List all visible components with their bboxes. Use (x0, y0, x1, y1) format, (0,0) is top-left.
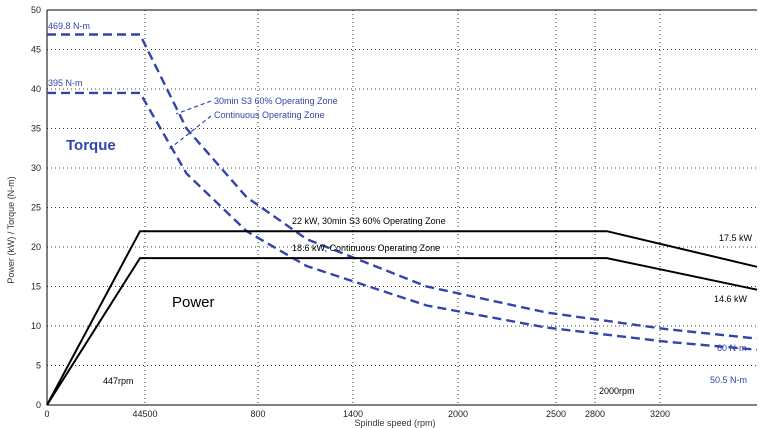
data-point (426, 305, 428, 307)
data-point (546, 327, 548, 329)
torque-label: Torque (66, 137, 116, 154)
y-tick-label: 35 (31, 124, 41, 134)
y-tick-label: 20 (31, 242, 41, 252)
annotation-torque-end-30min: 60 N-m (717, 343, 747, 353)
data-point (756, 289, 758, 291)
annotation-power-end-cont: 14.6 kW (714, 294, 748, 304)
annotation-arrow-cont (167, 115, 212, 151)
annotation-torque-max-30min: 469.8 N-m (48, 21, 90, 31)
data-point (139, 257, 141, 259)
x-tick-label: 0 (44, 409, 49, 419)
data-point (186, 128, 188, 130)
data-point (46, 34, 48, 36)
data-point (606, 257, 608, 259)
annotation-power-30min: 22 kW, 30min S3 60% Operating Zone (292, 216, 446, 226)
data-point (139, 34, 141, 36)
data-point (426, 286, 428, 288)
y-tick-label: 30 (31, 163, 41, 173)
annotation-torque-max-cont: 395 N-m (48, 78, 83, 88)
data-point (46, 404, 48, 406)
y-tick-label: 0 (36, 400, 41, 410)
annotation-max-speed: 2000rpm (599, 386, 635, 396)
data-point (306, 238, 308, 240)
annotation-zone-30min: 30min S3 60% Operating Zone (214, 96, 338, 106)
data-point (756, 266, 758, 268)
data-point (756, 338, 758, 340)
annotation-torque-end-cont: 50.5 N-m (710, 375, 747, 385)
series-line-torque-0 (47, 33, 758, 340)
data-point (606, 230, 608, 232)
y-tick-label: 15 (31, 282, 41, 292)
data-point (756, 349, 758, 351)
series-line-power-3 (46, 257, 758, 406)
series-line-torque-1 (47, 91, 758, 351)
x-tick-label: 800 (250, 409, 265, 419)
x-tick-label: 3200 (650, 409, 670, 419)
data-point (546, 312, 548, 314)
data-point (46, 92, 48, 94)
annotation-power-end-30min: 17.5 kW (719, 233, 753, 243)
y-axis-ticks: 0 5 10 15 20 25 30 35 40 45 50 (31, 5, 41, 410)
x-tick-label: 2500 (546, 409, 566, 419)
annotation-base-speed: 447rpm (103, 376, 134, 386)
data-point (306, 265, 308, 267)
y-tick-label: 5 (36, 361, 41, 371)
power-label: Power (172, 294, 215, 311)
y-tick-label: 25 (31, 203, 41, 213)
data-point (139, 92, 141, 94)
annotation-arrow-30min (175, 100, 212, 115)
data-point (139, 230, 141, 232)
x-tick-label: 2000 (448, 409, 468, 419)
series-line-power-2 (46, 230, 758, 406)
data-point (186, 173, 188, 175)
annotation-power-cont: 18.6 kW, Continuous Operating Zone (292, 243, 440, 253)
x-tick-label: 44500 (132, 409, 157, 419)
data-point (246, 196, 248, 198)
grid (46, 9, 757, 406)
y-tick-label: 40 (31, 84, 41, 94)
y-tick-label: 50 (31, 5, 41, 15)
x-tick-label: 2800 (585, 409, 605, 419)
data-point (666, 341, 668, 343)
annotation-zone-cont: Continuous Operating Zone (214, 110, 325, 120)
series-layer (46, 33, 758, 406)
data-point (666, 328, 668, 330)
y-tick-label: 45 (31, 45, 41, 55)
y-tick-label: 10 (31, 321, 41, 331)
x-tick-label: 1400 (343, 409, 363, 419)
x-axis-ticks: 0 44500 800 1400 2000 2500 2800 3200 (44, 409, 670, 419)
x-axis-title: Spindle speed (rpm) (354, 418, 435, 428)
y-axis-title: Power (kW) / Torque (N-m) (6, 176, 16, 283)
